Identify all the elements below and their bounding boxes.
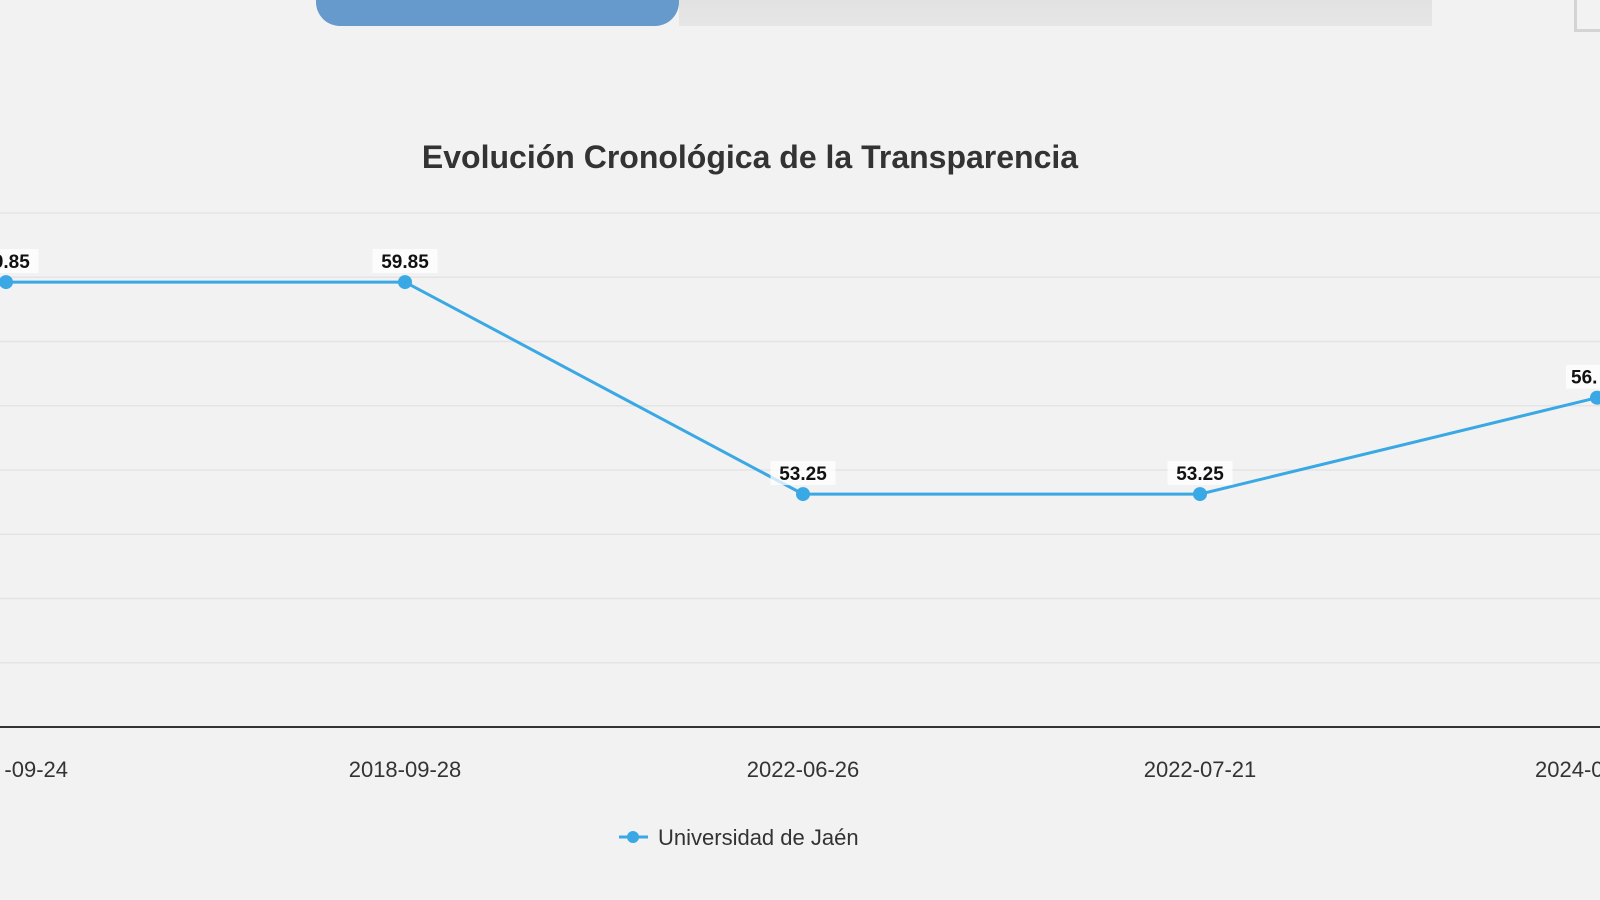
data-point: [1193, 487, 1207, 502]
chart-title: Evolución Cronológica de la Transparenci…: [422, 139, 1078, 175]
data-label: 59.85: [0, 252, 30, 273]
data-point: [398, 275, 412, 290]
x-tick-label: 2022-07-21: [1144, 757, 1257, 782]
tab-bar[interactable]: [679, 0, 1432, 26]
data-label-bg: [1167, 461, 1233, 486]
x-tick-label: 2022-06-26: [747, 757, 860, 782]
data-label: 53.25: [779, 464, 827, 485]
data-label-bg: [1566, 364, 1600, 389]
data-label: 59.85: [381, 252, 429, 273]
x-tick-label: -09-24: [4, 757, 68, 782]
corner-control[interactable]: [1574, 0, 1600, 32]
x-tick-label: 2024-0: [1535, 757, 1600, 782]
x-tick-label: 2018-09-28: [349, 757, 462, 782]
data-label-bg: [770, 461, 836, 486]
active-tab[interactable]: [316, 0, 679, 26]
data-point: [1590, 390, 1600, 405]
data-point: [796, 487, 810, 502]
data-point: [0, 275, 13, 290]
legend[interactable]: Universidad de Jaén: [619, 825, 859, 850]
data-label-bg: [0, 249, 39, 274]
data-label-bg: [372, 249, 438, 274]
data-label: 53.25: [1176, 464, 1224, 485]
data-label: 56.: [1571, 368, 1597, 389]
legend-label: Universidad de Jaén: [658, 825, 859, 850]
legend-marker-icon: [627, 831, 639, 843]
